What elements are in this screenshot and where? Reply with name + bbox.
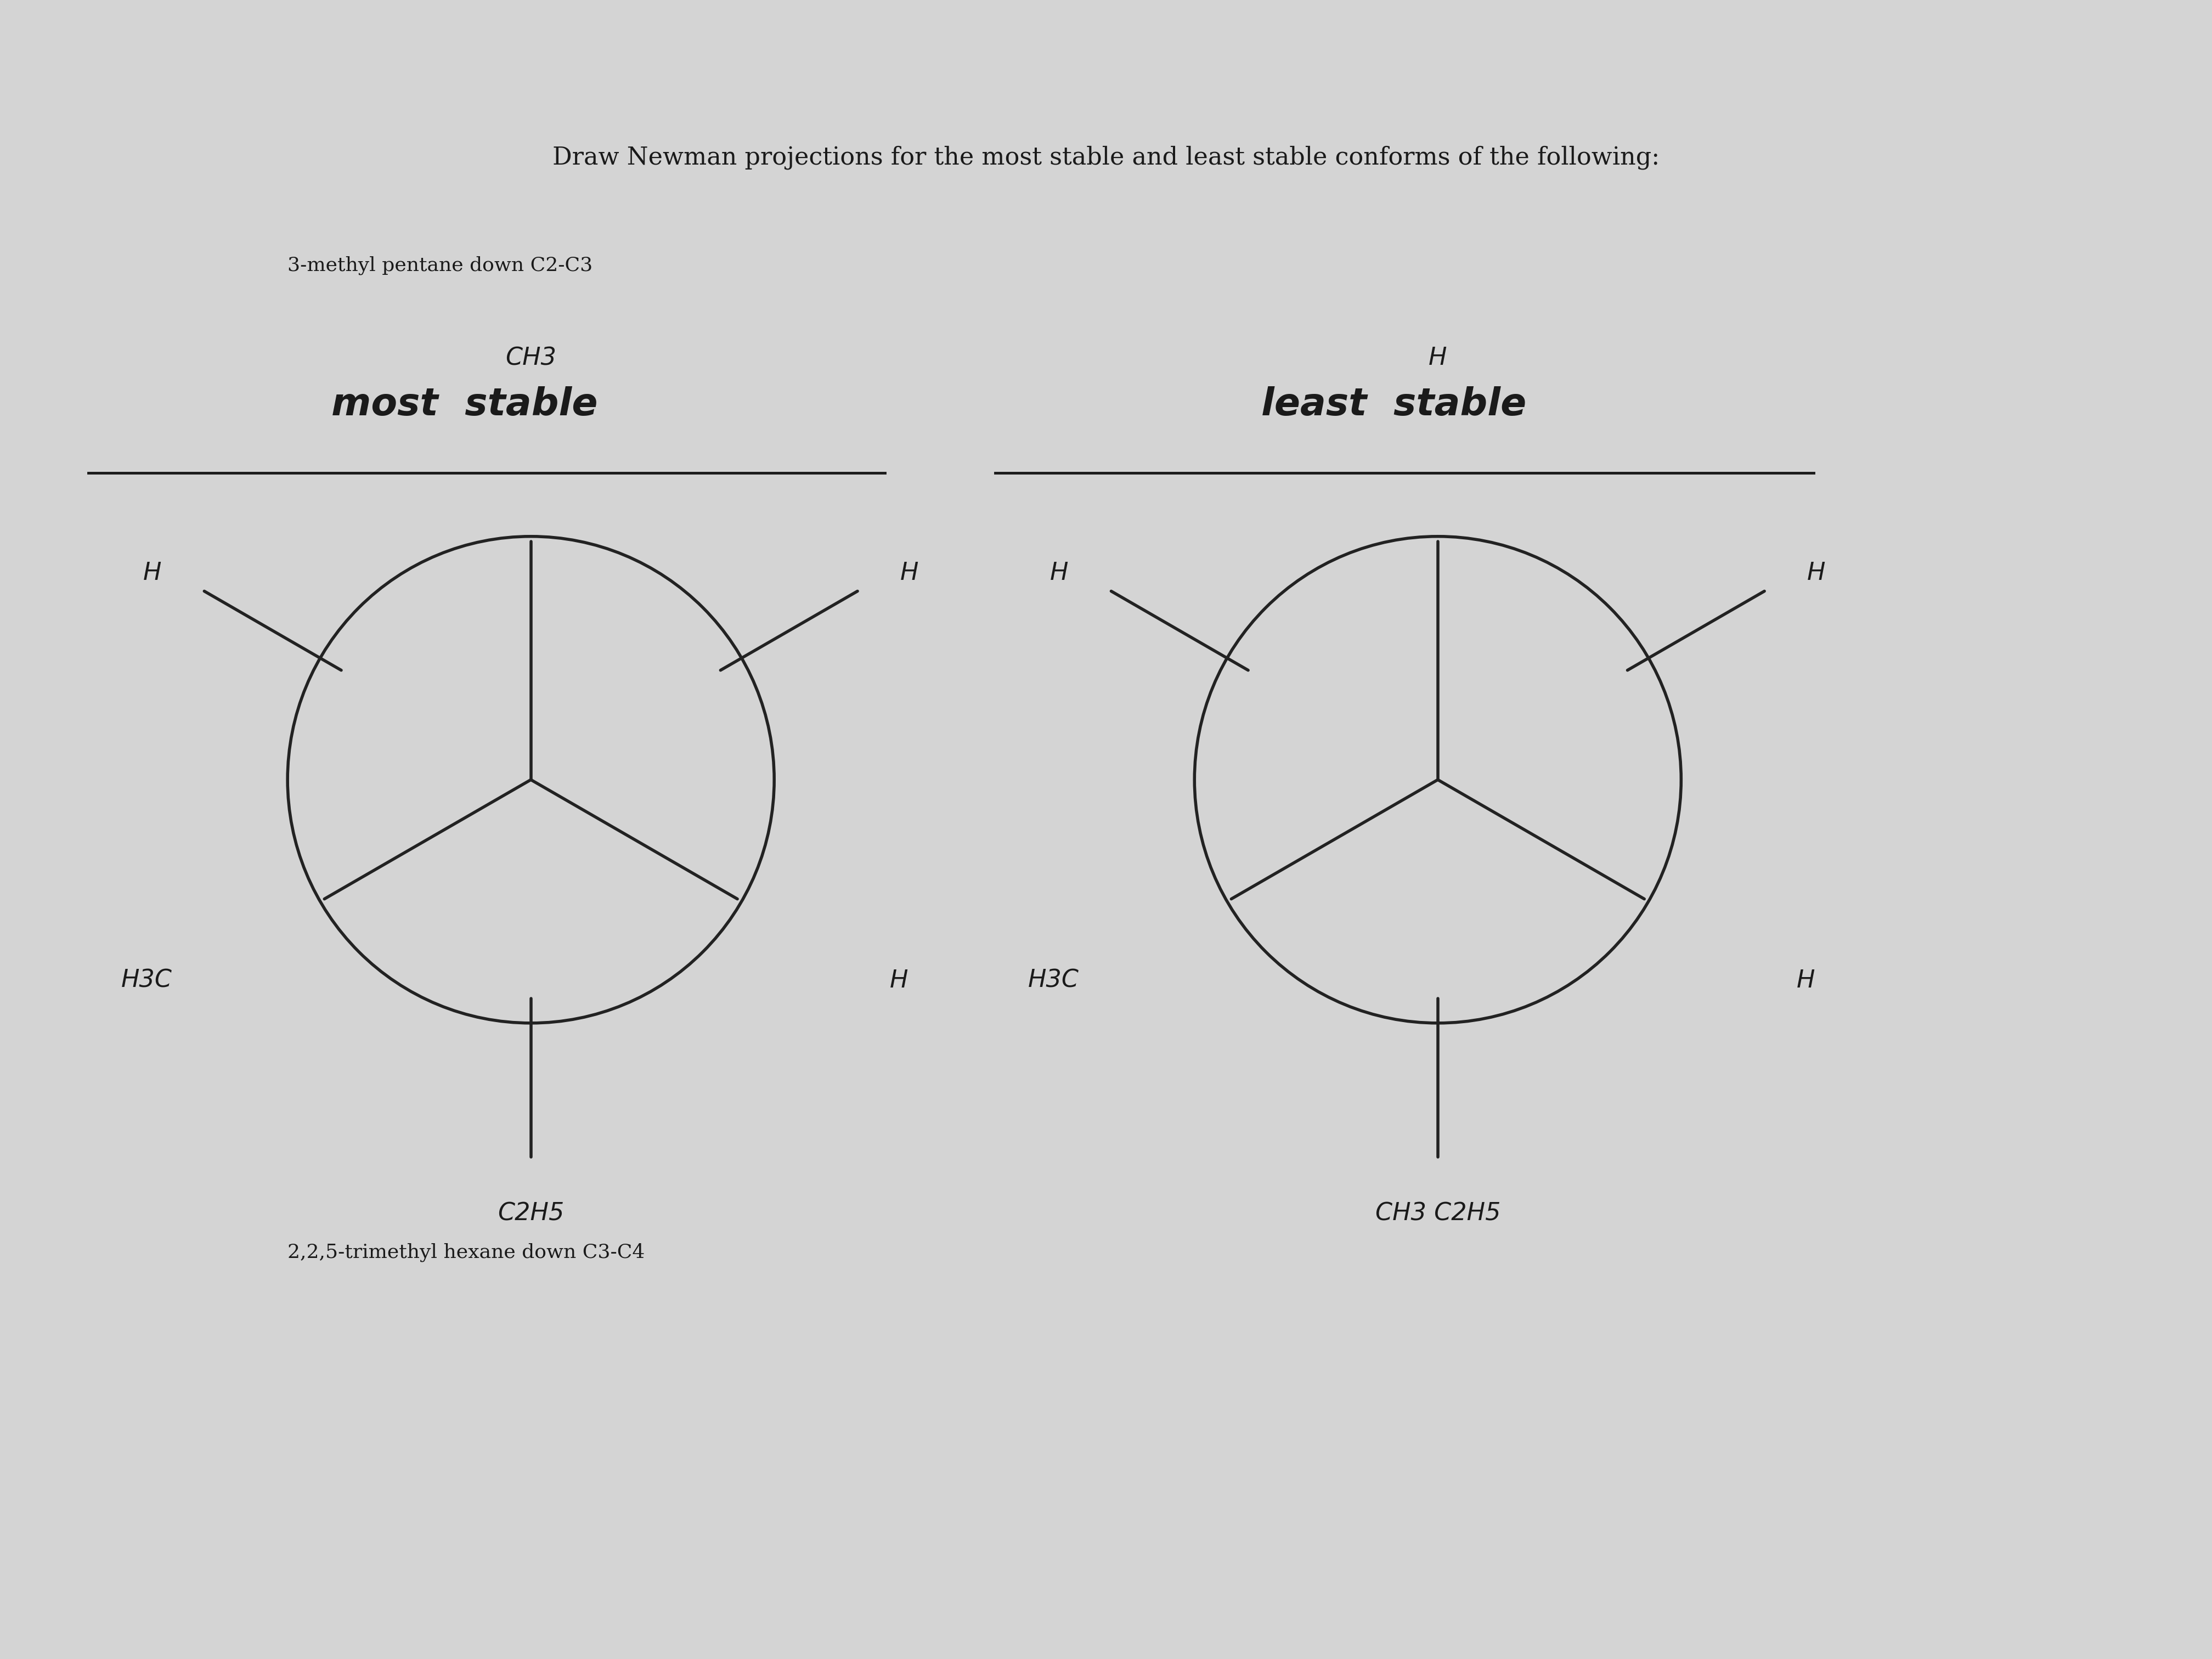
Text: H3C: H3C <box>1029 969 1079 992</box>
Text: least  stable: least stable <box>1261 387 1526 423</box>
Text: H: H <box>889 969 907 992</box>
Text: Draw Newman projections for the most stable and least stable conforms of the fol: Draw Newman projections for the most sta… <box>553 146 1659 169</box>
Text: H: H <box>1051 561 1068 584</box>
Text: most  stable: most stable <box>332 387 597 423</box>
Text: CH3: CH3 <box>504 347 557 370</box>
Text: H: H <box>1429 347 1447 370</box>
Text: H3C: H3C <box>122 969 173 992</box>
Text: H: H <box>900 561 918 584</box>
Text: H: H <box>1807 561 1825 584</box>
Text: H: H <box>144 561 161 584</box>
Text: C2H5: C2H5 <box>498 1201 564 1226</box>
Text: 2,2,5-trimethyl hexane down C3-C4: 2,2,5-trimethyl hexane down C3-C4 <box>288 1243 646 1262</box>
Text: CH3 C2H5: CH3 C2H5 <box>1376 1201 1500 1226</box>
Text: H: H <box>1796 969 1814 992</box>
Text: 3-methyl pentane down C2-C3: 3-methyl pentane down C2-C3 <box>288 255 593 275</box>
